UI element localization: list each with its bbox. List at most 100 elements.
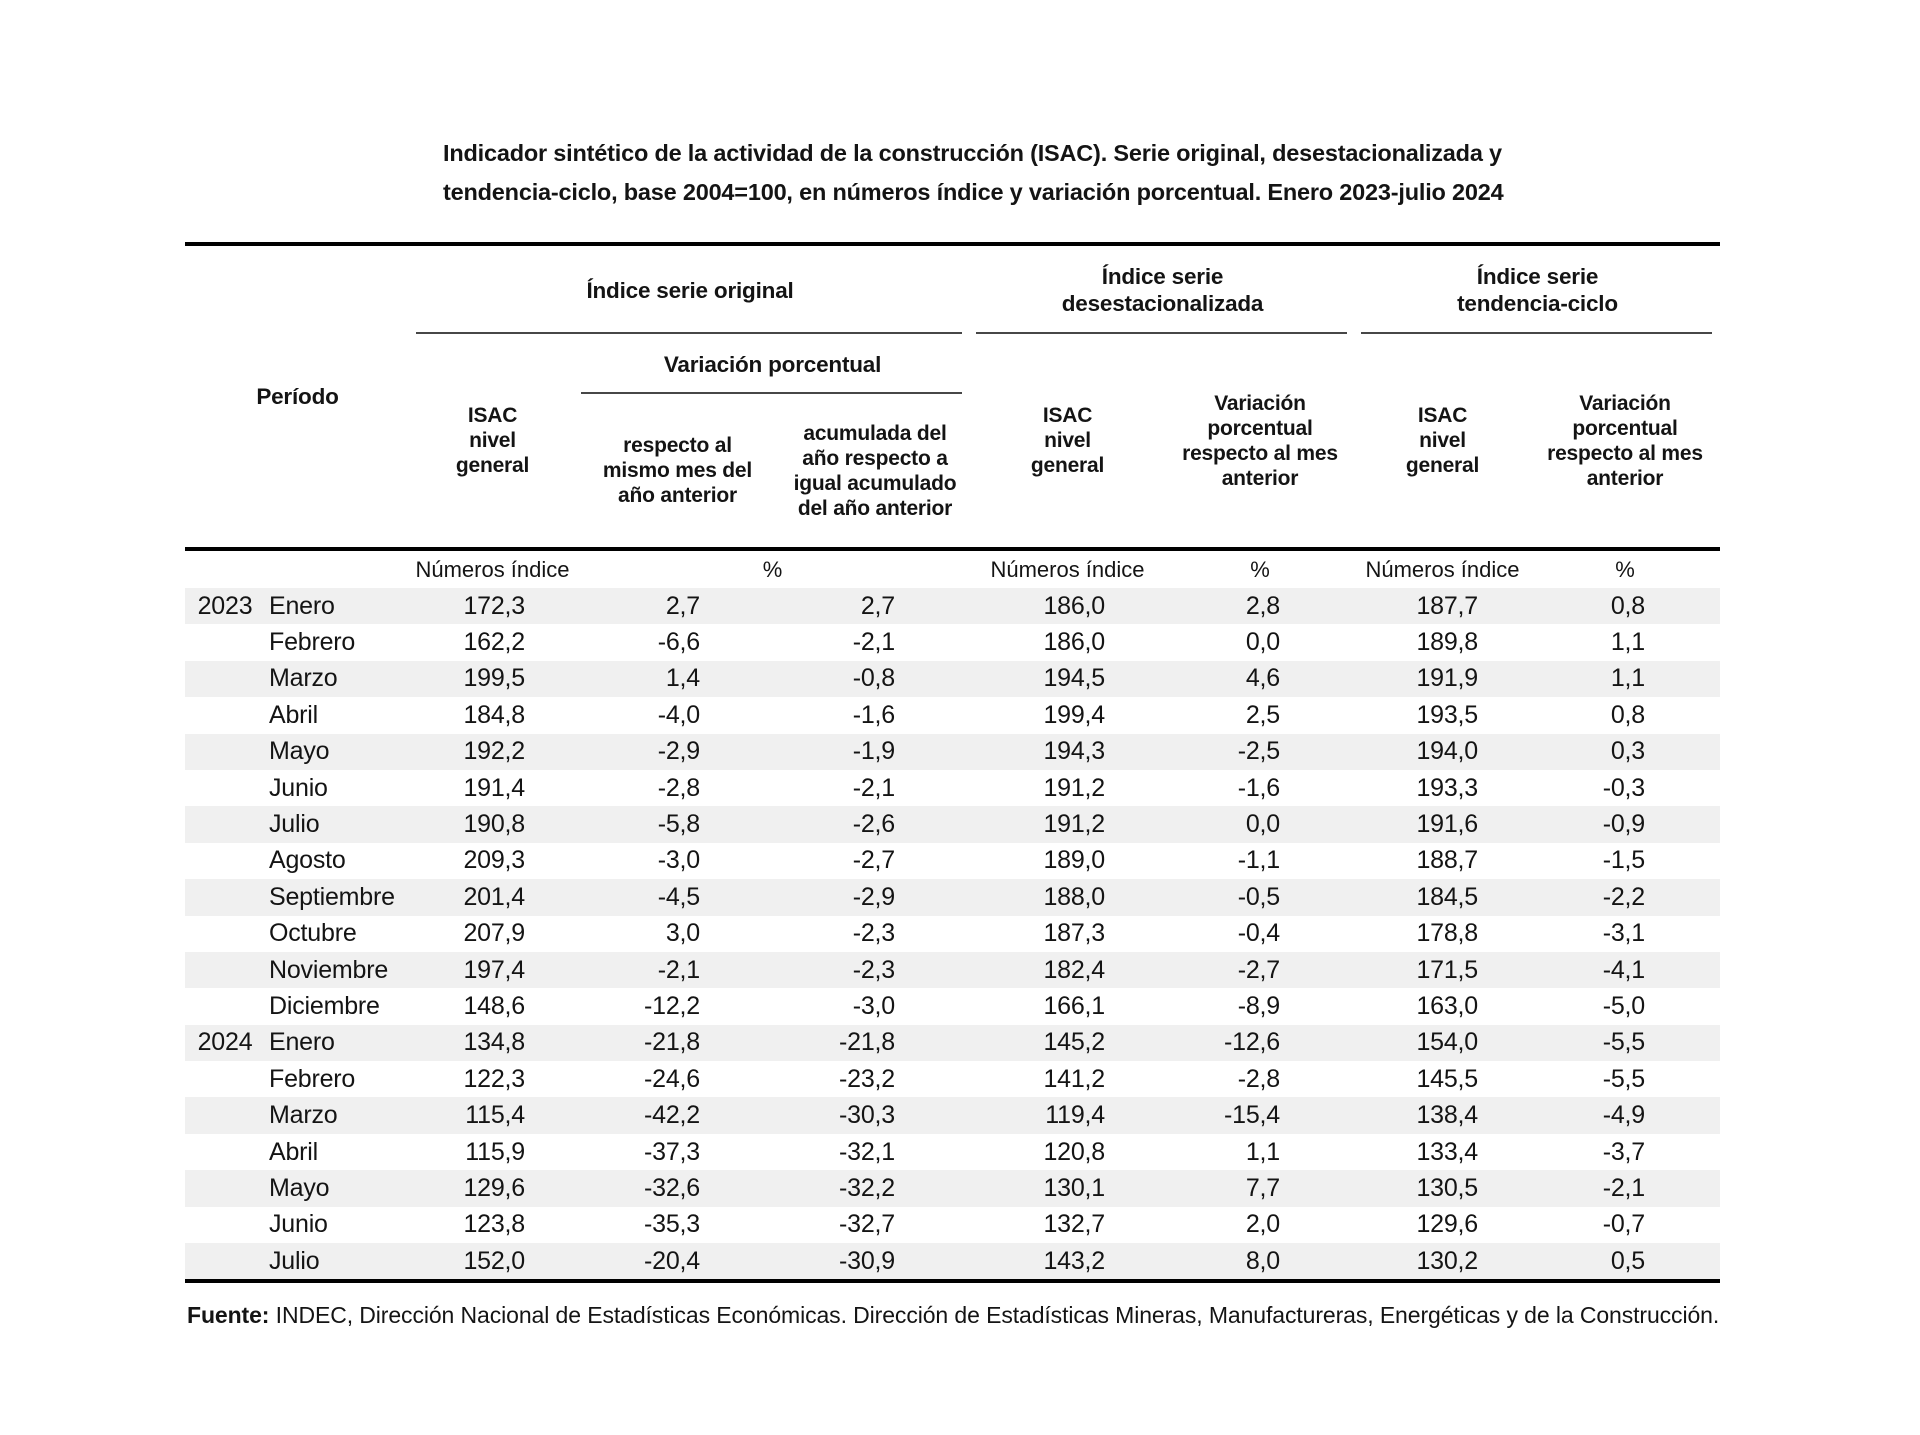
cell-value: -2,9 xyxy=(852,882,895,911)
unit-numeros-indice-desest: Números índice xyxy=(990,556,1145,582)
cell-value: 193,3 xyxy=(1416,773,1478,802)
cell-value: -4,9 xyxy=(1602,1101,1645,1130)
table-row: Julio 190,8 -5,8 -2,6 191,2 0,0 191,6 -0… xyxy=(185,806,1720,843)
cell-value: -20,4 xyxy=(644,1246,700,1275)
cell-value: 3,0 xyxy=(665,919,700,948)
cell-value: -2,8 xyxy=(1237,1064,1280,1093)
table-body: 2023 Enero 172,3 2,7 2,7 186,0 2,8 187,7… xyxy=(185,588,1720,1280)
source-label: Fuente: xyxy=(187,1302,270,1328)
table-row: 2024 Enero 134,8 -21,8 -21,8 145,2 -12,6… xyxy=(185,1024,1720,1062)
cell-value: -5,5 xyxy=(1602,1064,1645,1093)
cell-value: 2,7 xyxy=(665,591,700,620)
cell-value: 163,0 xyxy=(1416,991,1478,1020)
cell-value: -2,1 xyxy=(1602,1173,1645,1202)
cell-value: -8,9 xyxy=(1237,991,1280,1020)
table-row: Abril 115,9 -37,3 -32,1 120,8 1,1 133,4 … xyxy=(185,1134,1720,1170)
cell-year: 2023 xyxy=(197,591,253,620)
table-row: Septiembre 201,4 -4,5 -2,9 188,0 -0,5 18… xyxy=(185,879,1720,916)
cell-value: 199,4 xyxy=(1043,700,1105,729)
cell-month: Julio xyxy=(269,810,320,839)
cell-value: 115,4 xyxy=(465,1101,525,1130)
cell-value: -0,4 xyxy=(1237,919,1280,948)
cell-value: 201,4 xyxy=(463,882,525,911)
header-respecto-mismo-mes: respecto al mismo mes del año anterior xyxy=(602,434,753,507)
table-row: Octubre 207,9 3,0 -2,3 187,3 -0,4 178,8 … xyxy=(185,916,1720,952)
table-row: Marzo 199,5 1,4 -0,8 194,5 4,6 191,9 1,1 xyxy=(185,660,1720,698)
cell-value: -23,2 xyxy=(839,1064,895,1093)
cell-value: 189,0 xyxy=(1043,846,1105,875)
cell-value: -1,5 xyxy=(1602,846,1645,875)
header-isac-nivel-general-desest: ISAC nivel general xyxy=(1030,404,1105,477)
cell-value: 182,4 xyxy=(1043,955,1105,984)
cell-month: Julio xyxy=(269,1246,320,1275)
cell-value: -2,1 xyxy=(852,628,895,657)
cell-value: -4,5 xyxy=(657,882,700,911)
cell-month: Abril xyxy=(269,1137,319,1166)
cell-value: 134,8 xyxy=(463,1028,525,1057)
table-row: Abril 184,8 -4,0 -1,6 199,4 2,5 193,5 0,… xyxy=(185,697,1720,733)
unit-numeros-indice-original: Números índice xyxy=(415,556,570,582)
cell-value: -3,0 xyxy=(852,991,895,1020)
unit-pct-desest: % xyxy=(1250,556,1270,582)
cell-value: 194,0 xyxy=(1416,737,1478,766)
cell-value: -35,3 xyxy=(644,1210,700,1239)
cell-value: 130,2 xyxy=(1416,1246,1478,1275)
cell-value: 187,7 xyxy=(1416,591,1478,620)
cell-value: 190,8 xyxy=(463,810,525,839)
cell-value: 209,3 xyxy=(463,846,525,875)
cell-value: 119,4 xyxy=(1045,1101,1105,1130)
cell-value: 184,8 xyxy=(463,700,525,729)
cell-value: 2,7 xyxy=(860,591,895,620)
cell-value: 145,5 xyxy=(1416,1064,1478,1093)
cell-month: Agosto xyxy=(269,846,346,875)
cell-value: 189,8 xyxy=(1416,628,1478,657)
table-row: Febrero 122,3 -24,6 -23,2 141,2 -2,8 145… xyxy=(185,1061,1720,1097)
cell-value: 141,2 xyxy=(1043,1064,1105,1093)
cell-month: Abril xyxy=(269,700,319,729)
header-isac-nivel-general-tendencia: ISAC nivel general xyxy=(1405,404,1480,477)
source-text: INDEC, Dirección Nacional de Estadística… xyxy=(269,1302,1720,1328)
table-row: Febrero 162,2 -6,6 -2,1 186,0 0,0 189,8 … xyxy=(185,624,1720,660)
cell-value: -3,1 xyxy=(1602,919,1645,948)
cell-value: -6,6 xyxy=(657,628,700,657)
cell-value: -2,3 xyxy=(852,919,895,948)
cell-value: 0,3 xyxy=(1610,737,1645,766)
cell-value: 148,6 xyxy=(463,991,525,1020)
header-isac-nivel-general-original: ISAC nivel general xyxy=(455,404,530,477)
cell-value: 129,6 xyxy=(463,1173,525,1202)
cell-value: 191,4 xyxy=(463,773,525,802)
table-row: Mayo 129,6 -32,6 -32,2 130,1 7,7 130,5 -… xyxy=(185,1170,1720,1207)
cell-value: 7,7 xyxy=(1245,1173,1280,1202)
cell-value: -21,8 xyxy=(644,1028,700,1057)
table-row: Noviembre 197,4 -2,1 -2,3 182,4 -2,7 171… xyxy=(185,951,1720,989)
cell-value: 1,4 xyxy=(665,664,700,693)
table-row: Julio 152,0 -20,4 -30,9 143,2 8,0 130,2 … xyxy=(185,1243,1720,1280)
cell-value: 0,0 xyxy=(1245,628,1280,657)
cell-value: 188,7 xyxy=(1416,846,1478,875)
cell-value: 152,0 xyxy=(463,1246,525,1275)
cell-month: Mayo xyxy=(269,1173,330,1202)
cell-value: 138,4 xyxy=(1416,1101,1478,1130)
cell-value: 194,3 xyxy=(1043,737,1105,766)
header-periodo: Período xyxy=(256,384,339,409)
cell-value: 129,6 xyxy=(1416,1210,1478,1239)
cell-value: -0,7 xyxy=(1602,1210,1645,1239)
cell-month: Febrero xyxy=(269,628,356,657)
cell-month: Junio xyxy=(269,773,328,802)
cell-value: 1,1 xyxy=(1610,628,1645,657)
cell-value: 154,0 xyxy=(1416,1028,1478,1057)
cell-month: Enero xyxy=(269,1028,335,1057)
cell-value: -3,0 xyxy=(657,846,700,875)
cell-value: -2,2 xyxy=(1602,882,1645,911)
cell-value: 188,0 xyxy=(1043,882,1105,911)
cell-value: 0,8 xyxy=(1610,591,1645,620)
cell-value: 1,1 xyxy=(1610,664,1645,693)
cell-year: 2024 xyxy=(197,1028,253,1057)
cell-value: 122,3 xyxy=(463,1064,525,1093)
cell-month: Marzo xyxy=(269,1101,338,1130)
cell-value: 197,4 xyxy=(463,955,525,984)
cell-value: 172,3 xyxy=(463,591,525,620)
units-row: Números índice % Números índice % Número… xyxy=(185,551,1720,588)
unit-numeros-indice-tendencia: Números índice xyxy=(1365,556,1520,582)
